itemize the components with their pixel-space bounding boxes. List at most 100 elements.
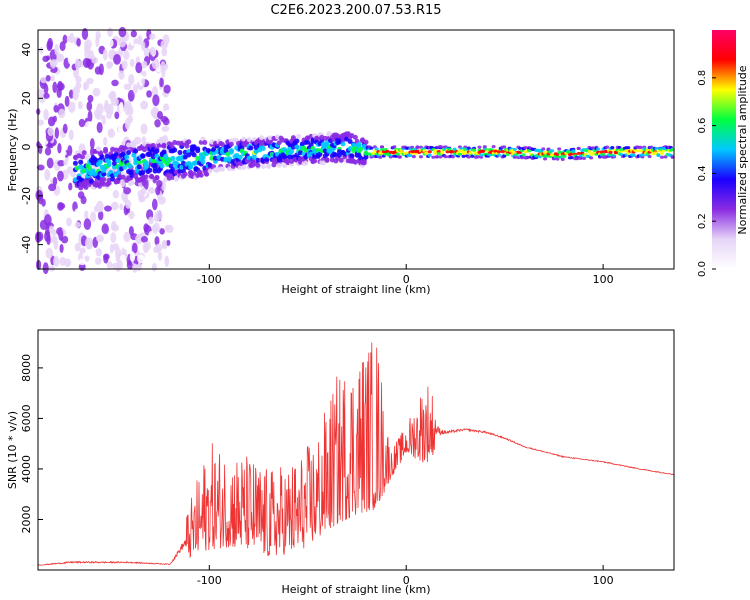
spectrogram-cell: [97, 159, 103, 165]
spectrogram-cell: [147, 186, 156, 194]
spectrogram-ticks: -100 0 100 -40 -20 0 20 40: [20, 43, 614, 286]
spectrogram-cell: [119, 101, 124, 113]
y-tick-label: -20: [20, 187, 33, 205]
spectrogram-cell: [75, 75, 82, 83]
spectrogram-cell: [87, 110, 93, 123]
spectrogram-cell: [118, 70, 125, 80]
spectrogram-cell: [433, 149, 438, 153]
spectrogram-cell: [154, 148, 160, 154]
spectrogram-cell: [43, 92, 50, 99]
spectrogram-cell: [43, 83, 49, 95]
spectrogram-cell: [172, 147, 178, 153]
spectrogram-cell: [290, 144, 296, 150]
spectrogram-cell: [86, 101, 93, 112]
spectrogram-cell: [68, 182, 73, 191]
y-tick-label: -40: [20, 236, 33, 254]
spectrogram-cell: [64, 95, 70, 107]
spectrogram-cell: [130, 30, 137, 38]
spectrogram-cell: [136, 159, 142, 165]
spectrogram-cell: [59, 256, 66, 266]
spectrogram-cell: [129, 58, 135, 67]
colorbar-tick-label: 0.2: [697, 213, 708, 229]
spectrogram-cell: [322, 135, 328, 141]
spectrogram-cell: [170, 155, 176, 161]
spectrogram-cell: [43, 108, 49, 121]
spectrogram-cell: [36, 259, 42, 270]
spectrogram-cell: [67, 53, 76, 65]
spectrogram-cell: [106, 180, 112, 186]
spectrogram-cell: [96, 234, 104, 243]
spectrogram-cell: [193, 160, 199, 166]
spectrogram-cell: [44, 214, 52, 226]
spectrogram-cell: [321, 160, 327, 166]
spectrogram-cell: [78, 118, 86, 128]
snr-marks: [38, 342, 675, 566]
spectrogram-cell: [111, 161, 117, 167]
spectrogram-cell: [347, 138, 353, 144]
colorbar-ticks: 0.0 0.2 0.4 0.6 0.8: [697, 70, 716, 277]
spectrogram-cell: [505, 152, 510, 157]
colorbar-tick-label: 0.8: [697, 70, 708, 86]
spectrogram-cell: [246, 137, 252, 143]
spectrogram-cell: [111, 97, 119, 107]
spectrogram-cell: [77, 191, 85, 199]
spectrogram-cell: [241, 164, 247, 170]
spectrogram-cell: [80, 154, 86, 160]
spectrogram-cell: [175, 140, 181, 146]
spectrogram-cell: [491, 144, 496, 149]
spectrogram-cell: [576, 146, 581, 151]
spectrogram-cell: [209, 155, 215, 161]
spectrogram-cell: [103, 146, 109, 152]
spectrogram-cell: [48, 225, 54, 233]
spectrogram-cell: [527, 149, 532, 153]
spectrogram-cell: [42, 262, 49, 275]
spectrogram-cell: [161, 142, 167, 148]
spectrogram-cell: [163, 84, 171, 94]
spectrogram-cell: [443, 155, 448, 159]
spectrogram-cell: [156, 179, 163, 188]
x-tick-label: -100: [197, 273, 222, 286]
spectrogram-cell: [228, 141, 234, 147]
spectrogram-cell: [46, 157, 54, 169]
spectrogram-cell: [156, 260, 164, 272]
spectrogram-cell: [77, 101, 83, 110]
spectrogram-cell: [647, 154, 652, 159]
spectrogram-cell: [659, 155, 664, 159]
spectrogram-cell: [133, 136, 142, 145]
colorbar-tick-label: 0.4: [697, 165, 708, 181]
spectrogram-cell: [57, 80, 63, 92]
spectrogram-cell: [191, 152, 197, 158]
spectrogram-cell: [132, 197, 138, 209]
x-tick-label: -100: [197, 574, 222, 587]
spectrogram-cell: [255, 162, 261, 168]
spectrogram-cell: [496, 150, 501, 154]
spectrogram-cell: [227, 156, 233, 162]
spectrogram-panel: -100 0 100 -40 -20 0 20 40 Height of straight l…: [6, 26, 675, 296]
spectrogram-cell: [141, 60, 148, 69]
spectrogram-cell: [378, 155, 383, 159]
spectrogram-cell: [53, 238, 59, 251]
spectrogram-cell: [161, 149, 167, 155]
spectrogram-cell: [424, 151, 429, 155]
x-tick-label: 0: [403, 273, 410, 286]
spectrogram-cell: [477, 145, 482, 149]
spectrogram-cell: [45, 225, 51, 236]
spectrogram-cell: [166, 239, 171, 246]
spectrogram-cell: [635, 149, 640, 153]
spectrogram-cell: [44, 147, 52, 156]
spectrogram-cell: [148, 231, 155, 239]
spectrogram-cell: [481, 149, 486, 153]
spectrogram-cell: [84, 39, 92, 50]
spectrogram-cell: [408, 153, 413, 158]
spectrogram-cell: [560, 157, 565, 161]
spectrogram-x-label: Height of straight line (km): [281, 283, 430, 296]
spectrogram-cell: [62, 123, 68, 134]
spectrogram-cell: [133, 38, 139, 45]
spectrogram-cell: [118, 36, 127, 48]
spectrogram-cell: [68, 101, 76, 113]
spectrogram-cell: [260, 164, 266, 170]
snr-ticks: -100 0 100 2000 4000 6000 8000: [20, 354, 614, 587]
spectrogram-cell: [135, 47, 140, 56]
spectrogram-cell: [160, 39, 168, 50]
